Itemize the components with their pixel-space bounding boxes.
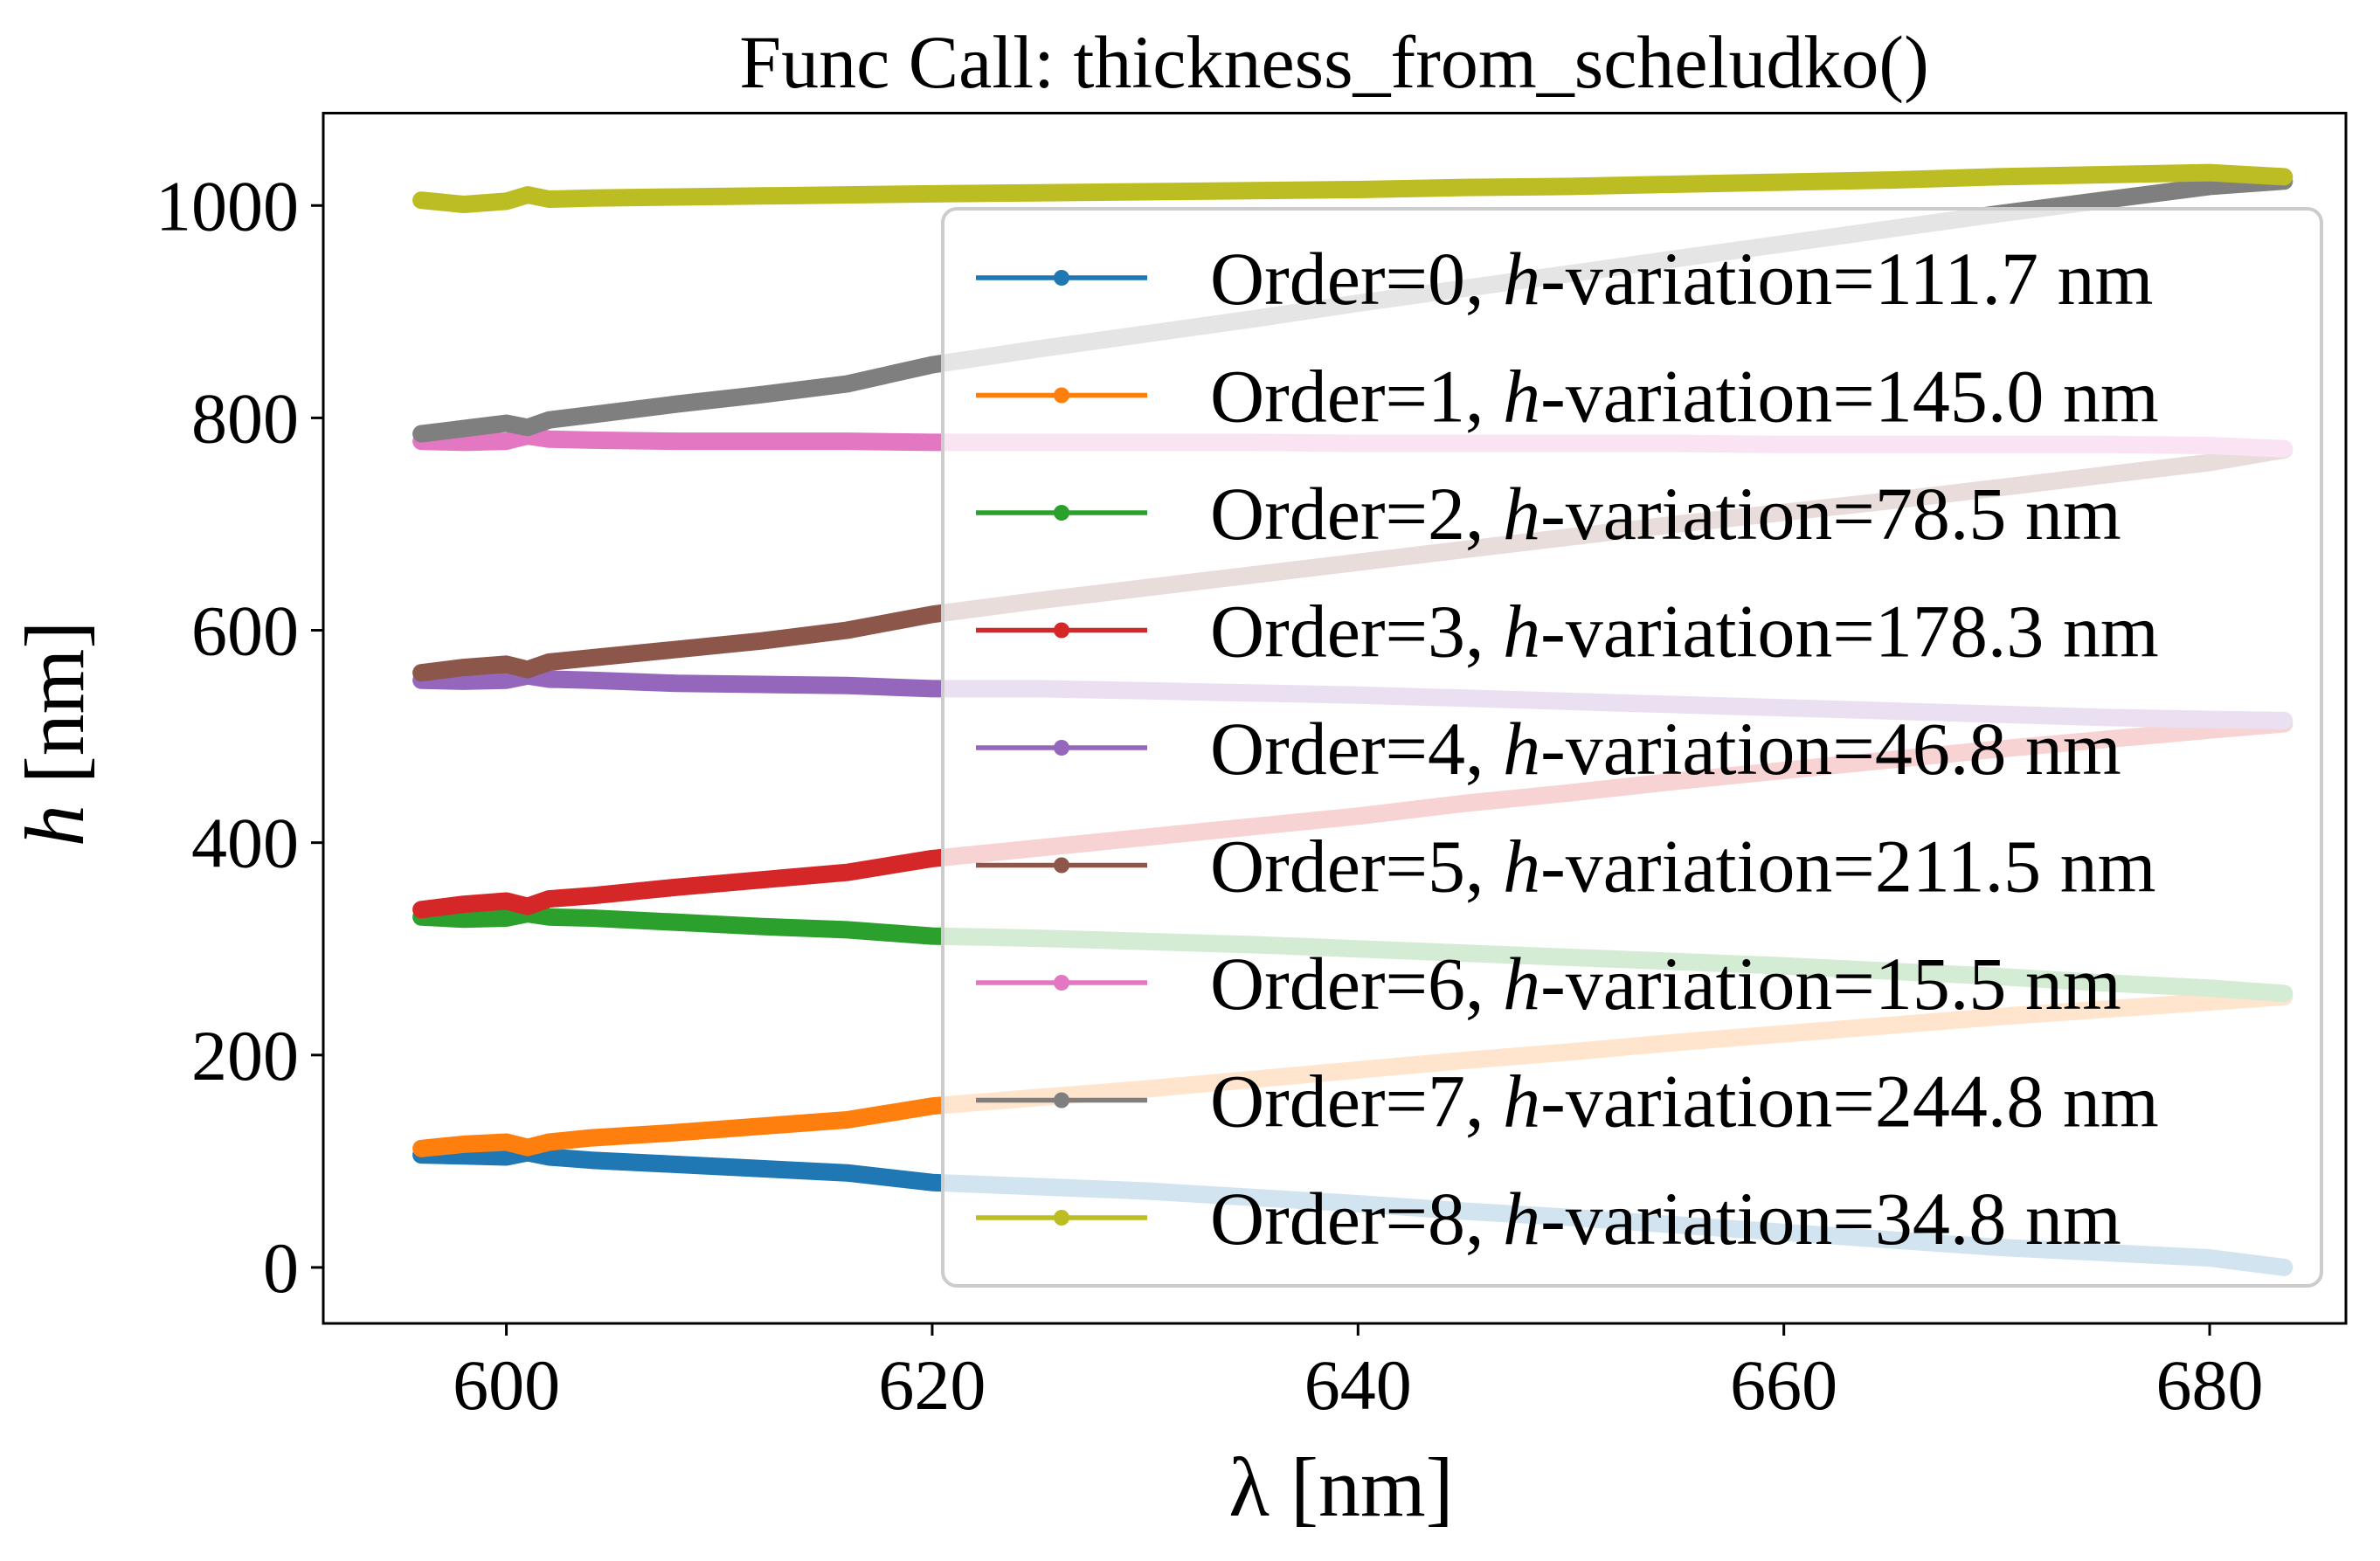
plot-frame <box>322 112 2348 1325</box>
x-axis: 600 620 640 660 680 <box>453 1323 2264 1425</box>
legend-entry-order-3: Order=3, h-variation=178.3 nm <box>976 590 2159 673</box>
x-tick-label: 600 <box>453 1345 560 1425</box>
x-tick-label: 620 <box>878 1345 986 1425</box>
legend-marker <box>1054 857 1069 874</box>
legend-box <box>941 207 2323 1288</box>
legend-marker <box>1054 740 1069 756</box>
x-axis-label: λ [nm] <box>1228 1440 1453 1534</box>
y-tick-label: 600 <box>191 591 299 671</box>
y-axis-label: h [nm] <box>8 621 101 847</box>
x-tick-label: 660 <box>1730 1345 1837 1425</box>
legend-entry-order-8: Order=8, h-variation=34.8 nm <box>976 1177 2121 1261</box>
series-line-order-8 <box>412 163 2294 213</box>
legend-entry-order-1: Order=1, h-variation=145.0 nm <box>976 355 2159 439</box>
legend-entry-order-6: Order=6, h-variation=15.5 nm <box>976 942 2121 1026</box>
legend-label: Order=4, h-variation=46.8 nm <box>1210 707 2121 791</box>
legend: Order=0, h-variation=111.7 nm Order=1, h-… <box>941 207 2323 1288</box>
y-tick-label: 200 <box>191 1016 299 1095</box>
legend-label: Order=6, h-variation=15.5 nm <box>1210 942 2121 1026</box>
x-tick-label: 680 <box>2156 1345 2264 1425</box>
legend-entry-order-2: Order=2, h-variation=78.5 nm <box>976 472 2121 556</box>
legend-entry-order-5: Order=5, h-variation=211.5 nm <box>976 825 2156 908</box>
legend-marker <box>1054 387 1069 404</box>
legend-marker <box>1054 1092 1069 1109</box>
legend-label: Order=5, h-variation=211.5 nm <box>1210 825 2156 908</box>
legend-label: Order=0, h-variation=111.7 nm <box>1210 237 2153 321</box>
y-tick-label: 800 <box>191 378 299 458</box>
y-tick-label: 1000 <box>156 166 299 245</box>
legend-label: Order=3, h-variation=178.3 nm <box>1210 590 2159 673</box>
legend-entry-order-7: Order=7, h-variation=244.8 nm <box>976 1060 2159 1143</box>
legend-label: Order=1, h-variation=145.0 nm <box>1210 355 2159 439</box>
y-axis: 0 200 400 600 800 1000 <box>156 166 323 1308</box>
chart-title: Func Call: thickness_from_scheludko() <box>739 20 1928 104</box>
legend-label: Order=2, h-variation=78.5 nm <box>1210 472 2121 556</box>
legend-marker <box>1054 1210 1069 1226</box>
legend-marker <box>1054 270 1069 286</box>
legend-marker <box>1054 505 1069 521</box>
x-tick-label: 640 <box>1304 1345 1412 1425</box>
legend-label: Order=7, h-variation=244.8 nm <box>1210 1060 2159 1143</box>
legend-marker <box>1054 975 1069 991</box>
y-tick-label: 0 <box>263 1228 299 1308</box>
legend-label: Order=8, h-variation=34.8 nm <box>1210 1177 2121 1261</box>
y-tick-label: 400 <box>191 804 299 883</box>
legend-entry-order-4: Order=4, h-variation=46.8 nm <box>976 707 2121 791</box>
legend-marker <box>1054 622 1069 639</box>
legend-entry-order-0: Order=0, h-variation=111.7 nm <box>976 237 2153 321</box>
